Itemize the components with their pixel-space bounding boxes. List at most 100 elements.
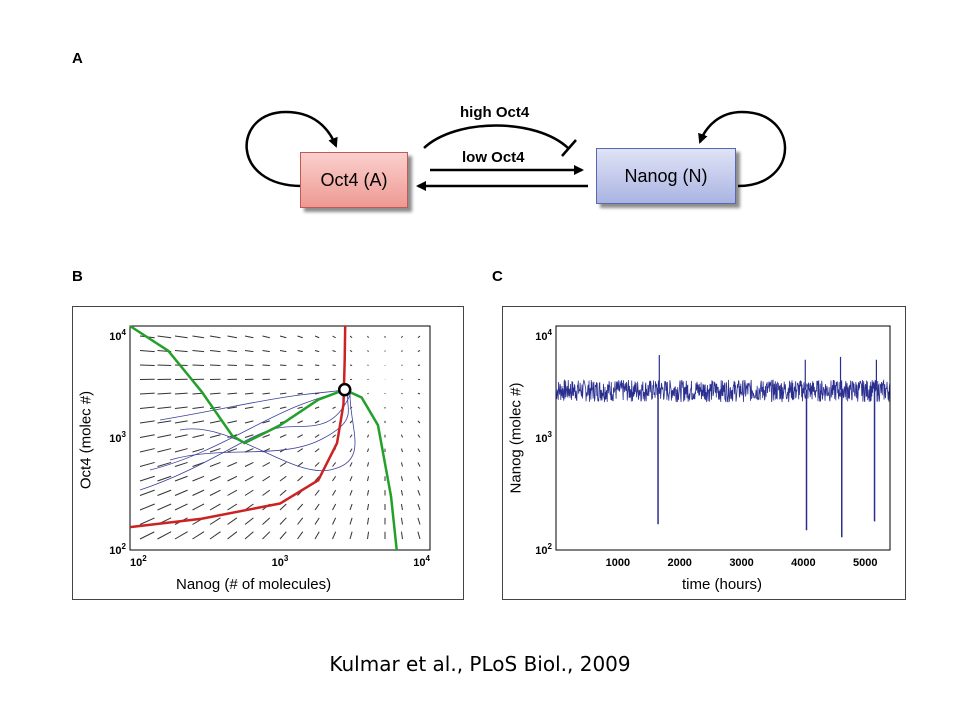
vector-arrow: [367, 490, 370, 496]
vector-arrow: [297, 350, 303, 353]
vector-arrow: [174, 531, 188, 540]
vector-arrow: [262, 350, 270, 353]
vector-arrow: [297, 392, 303, 395]
vector-arrow: [192, 448, 205, 453]
vector-arrow: [174, 392, 188, 395]
vector-arrow: [279, 350, 287, 353]
vector-arrow: [244, 335, 254, 339]
panel-b-ytick: 103: [109, 430, 126, 445]
vector-arrow: [192, 489, 205, 496]
vector-arrow: [262, 531, 271, 540]
vector-arrow: [332, 420, 336, 424]
vector-arrow: [157, 489, 172, 496]
vector-arrow: [192, 475, 205, 482]
vector-arrow: [367, 420, 369, 424]
vector-arrow: [192, 350, 205, 353]
vector-arrow: [349, 448, 353, 453]
vector-arrow: [227, 517, 238, 525]
vector-arrow: [367, 503, 370, 511]
panel-c-xtick: 5000: [853, 557, 877, 569]
vector-arrow: [139, 489, 155, 496]
panel-b-xtick: 102: [130, 554, 147, 569]
vector-arrow: [157, 503, 172, 511]
vector-arrow: [157, 392, 172, 395]
vector-arrow: [139, 531, 155, 540]
vector-arrow: [157, 420, 172, 424]
vector-arrow: [279, 406, 287, 409]
vector-arrow: [139, 517, 155, 525]
vector-arrow: [209, 517, 221, 525]
vector-arrow: [349, 335, 353, 339]
panel-b-letter: B: [72, 268, 83, 285]
vector-arrow: [227, 420, 238, 424]
vector-arrow: [139, 461, 155, 467]
vector-arrow: [417, 335, 421, 339]
vector-arrow: [332, 406, 336, 409]
vector-arrow: [262, 517, 271, 525]
vector-arrow: [297, 462, 304, 467]
vector-arrow: [417, 406, 421, 409]
vector-arrow: [227, 448, 238, 453]
vector-arrow: [157, 531, 172, 540]
vector-arrow: [314, 335, 320, 339]
vector-arrow: [227, 350, 238, 353]
vector-arrow: [400, 462, 403, 467]
vector-arrow: [139, 434, 155, 438]
trajectory: [169, 391, 349, 461]
panel-c-xtick: 2000: [667, 557, 691, 569]
vector-arrow: [417, 517, 421, 525]
vector-arrow: [332, 517, 337, 525]
panel-c-frame: [502, 306, 906, 600]
panel-c-xtick: 3000: [729, 557, 753, 569]
vector-arrow: [244, 350, 254, 353]
vector-arrow: [367, 462, 370, 467]
vector-arrow: [367, 476, 370, 482]
vector-arrow: [192, 335, 205, 339]
nullcline-green: [129, 324, 398, 551]
vector-arrow: [297, 420, 303, 424]
vector-arrow: [139, 350, 155, 353]
vector-arrow: [227, 475, 238, 482]
vector-arrow: [401, 392, 403, 395]
vector-arrow: [332, 476, 337, 482]
vector-arrow: [227, 392, 237, 395]
vector-arrow: [244, 392, 254, 395]
vector-arrow: [139, 406, 155, 409]
vector-arrow: [314, 462, 320, 467]
panel-a-arrows: [245, 110, 787, 191]
vector-arrow: [314, 517, 320, 525]
panel-c-ylabel: Nanog (molec #): [507, 382, 525, 494]
vector-arrow: [314, 350, 320, 353]
nullcline-red: [129, 325, 347, 529]
vector-arrow: [332, 489, 337, 496]
vector-arrow: [244, 406, 254, 409]
vector-arrow: [314, 420, 320, 424]
nanog-node: Nanog (N): [596, 148, 736, 204]
vector-arrow: [139, 448, 155, 453]
vector-arrow: [209, 489, 221, 496]
vector-arrow: [262, 434, 271, 438]
nanog-label: Nanog (N): [624, 165, 708, 186]
vector-arrow: [227, 489, 238, 496]
panel-c-ytick: 103: [535, 430, 552, 445]
vector-arrow: [244, 461, 254, 467]
vector-arrow: [349, 350, 353, 353]
vector-arrow: [400, 434, 403, 438]
vector-arrow: [401, 350, 403, 352]
vector-arrow: [332, 350, 336, 353]
vector-arrow: [209, 448, 221, 453]
vector-arrow: [279, 392, 287, 395]
vector-arrow: [209, 531, 221, 540]
vector-arrow: [174, 448, 188, 453]
vector-arrow: [227, 461, 238, 467]
oct4-label: Oct4 (A): [320, 169, 388, 190]
vector-arrow: [209, 420, 221, 424]
vector-arrow: [227, 406, 238, 409]
panel-c-ytick: 102: [535, 542, 552, 557]
vector-arrow: [209, 503, 221, 511]
vector-arrow: [227, 503, 238, 511]
panel-b-ytick: 102: [109, 542, 126, 557]
vector-arrow: [401, 406, 403, 409]
high-oct4-label: high Oct4: [460, 104, 530, 121]
vector-arrow: [139, 475, 155, 482]
